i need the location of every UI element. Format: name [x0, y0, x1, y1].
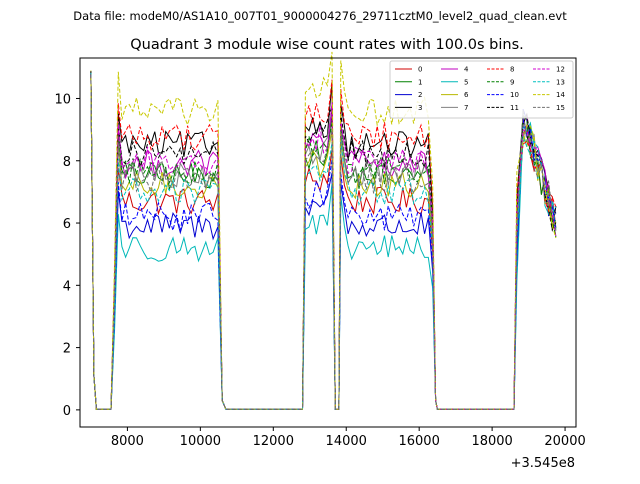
x-tick-label: 12000	[253, 434, 294, 449]
legend-label-8: 8	[510, 66, 514, 74]
chart-title: Quadrant 3 module wise count rates with …	[130, 37, 524, 53]
series-line-14	[90, 51, 557, 410]
legend-label-3: 3	[418, 104, 422, 112]
x-tick-label: 10000	[180, 434, 221, 449]
x-offset-label: +3.545e8	[511, 456, 575, 471]
x-tick-label: 20000	[544, 434, 585, 449]
x-tick-label: 16000	[398, 434, 439, 449]
y-tick-label: 4	[63, 279, 71, 294]
legend-label-7: 7	[464, 104, 468, 112]
y-axis: 0 2 4 6 8 10	[54, 92, 80, 419]
y-tick-label: 0	[63, 404, 71, 419]
legend-label-2: 2	[418, 91, 422, 99]
legend-label-4: 4	[464, 66, 469, 74]
axes-frame	[79, 57, 577, 428]
legend-label-12: 12	[556, 66, 565, 74]
x-tick-label: 14000	[326, 434, 367, 449]
x-tick-label: 8000	[111, 434, 144, 449]
legend-label-1: 1	[418, 78, 422, 86]
legend-label-11: 11	[510, 104, 519, 112]
x-tick-label: 18000	[471, 434, 512, 449]
legend-label-10: 10	[510, 91, 519, 99]
legend-label-13: 13	[556, 78, 565, 86]
y-tick-label: 2	[63, 342, 71, 357]
legend-label-6: 6	[464, 91, 469, 99]
legend-label-15: 15	[556, 104, 565, 112]
y-tick-label: 8	[63, 155, 71, 170]
suptitle: Data file: modeM0/AS1A10_007T01_90000042…	[73, 9, 567, 23]
axes-border	[79, 57, 577, 428]
legend-label-5: 5	[464, 78, 468, 86]
y-tick-label: 6	[63, 217, 71, 232]
x-axis: 8000 10000 12000 14000 16000 18000 20000	[111, 427, 586, 449]
legend-label-0: 0	[418, 66, 422, 74]
legend-box	[389, 60, 574, 119]
y-tick-label: 10	[54, 92, 71, 107]
legend-label-14: 14	[556, 91, 565, 99]
plot-lines	[90, 51, 557, 410]
legend-label-9: 9	[510, 78, 514, 86]
